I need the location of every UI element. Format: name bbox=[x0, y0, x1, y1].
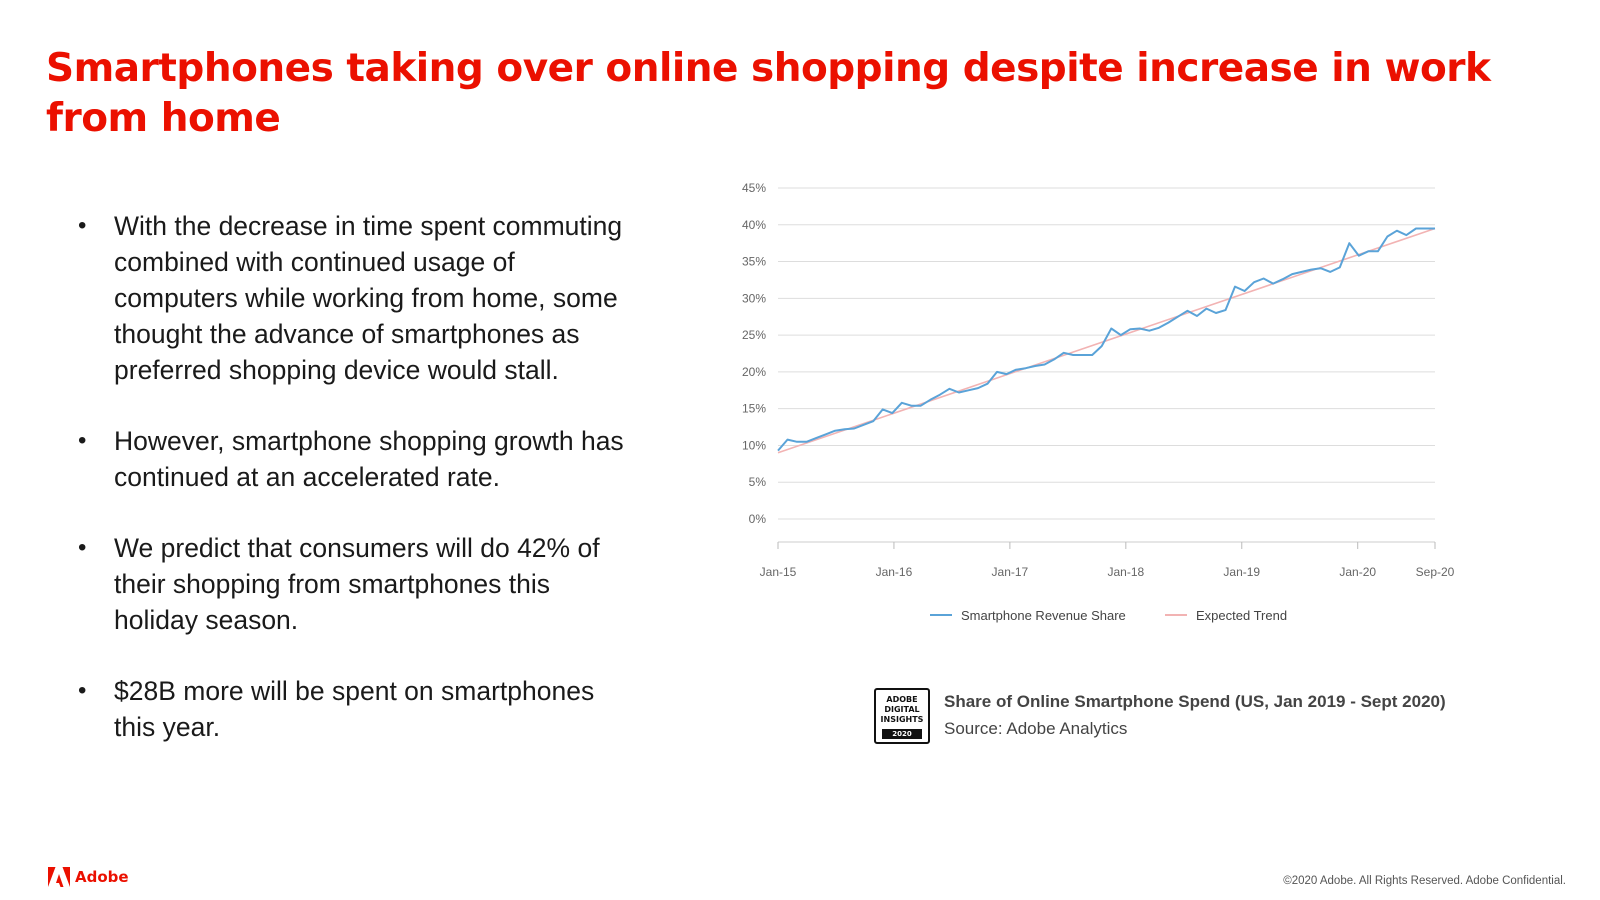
x-tick-label: Jan-17 bbox=[992, 565, 1029, 579]
badge-line: ADOBE bbox=[886, 695, 918, 704]
y-axis-ticks: 0% 5% 10% 15% 20% 25% 30% 35% 40% 45% bbox=[742, 181, 766, 526]
page-title: Smartphones taking over online shopping … bbox=[46, 46, 1491, 141]
adobe-logo-icon bbox=[48, 867, 70, 887]
chart-series bbox=[777, 227, 1436, 454]
bullet-item: However, smartphone shopping growth has … bbox=[78, 423, 638, 495]
x-tick-label: Sep-20 bbox=[1416, 565, 1455, 579]
y-tick-label: 5% bbox=[749, 475, 767, 489]
x-tick-label: Jan-20 bbox=[1339, 565, 1376, 579]
adobe-logo: Adobe bbox=[48, 867, 129, 887]
badge-line: INSIGHTS bbox=[880, 715, 924, 724]
chart-caption-title: Share of Online Smartphone Spend (US, Ja… bbox=[944, 692, 1446, 711]
bullet-item: We predict that consumers will do 42% of… bbox=[78, 530, 638, 638]
y-tick-label: 35% bbox=[742, 255, 766, 269]
smartphone-revenue-share-line bbox=[777, 227, 1435, 452]
adobe-digital-insights-badge: ADOBE DIGITAL INSIGHTS 2020 bbox=[874, 688, 930, 744]
x-tick-label: Jan-18 bbox=[1107, 565, 1144, 579]
x-tick-label: Jan-19 bbox=[1223, 565, 1260, 579]
bullet-list: With the decrease in time spent commutin… bbox=[78, 208, 638, 780]
x-tick-label: Jan-15 bbox=[760, 565, 797, 579]
smartphone-share-chart: 0%5%10%15%20%25%30%35%40%45% Jan-15 Jan-1… bbox=[742, 181, 1455, 623]
chart-legend: Smartphone Revenue Share Expected Trend bbox=[930, 608, 1287, 623]
legend-label: Expected Trend bbox=[1196, 608, 1287, 623]
y-tick-label: 20% bbox=[742, 365, 766, 379]
copyright-notice: ©2020 Adobe. All Rights Reserved. Adobe … bbox=[1283, 875, 1566, 887]
chart-gridlines bbox=[778, 187, 1435, 543]
badge-year: 2020 bbox=[882, 729, 922, 739]
y-tick-label: 40% bbox=[742, 218, 766, 232]
expected-trend-line bbox=[777, 227, 1436, 454]
x-tick-label: Jan-16 bbox=[876, 565, 913, 579]
y-tick-label: 10% bbox=[742, 438, 766, 452]
x-axis-ticks: Jan-15 Jan-16 Jan-17 Jan-18 Jan-19 Jan-20 Sep-… bbox=[760, 542, 1455, 579]
adobe-logo-text: Adobe bbox=[75, 868, 129, 886]
badge-line: DIGITAL bbox=[884, 705, 920, 714]
y-tick-label: 0% bbox=[749, 512, 767, 526]
bullet-item: $28B more will be spent on smartphones t… bbox=[78, 673, 638, 745]
y-tick-label: 25% bbox=[742, 328, 766, 342]
legend-label: Smartphone Revenue Share bbox=[961, 608, 1126, 623]
bullet-item: With the decrease in time spent commutin… bbox=[78, 208, 638, 388]
y-tick-label: 45% bbox=[742, 181, 766, 195]
y-tick-label: 15% bbox=[742, 402, 766, 416]
chart-caption-source: Source: Adobe Analytics bbox=[944, 719, 1128, 738]
y-tick-label: 30% bbox=[742, 291, 766, 305]
